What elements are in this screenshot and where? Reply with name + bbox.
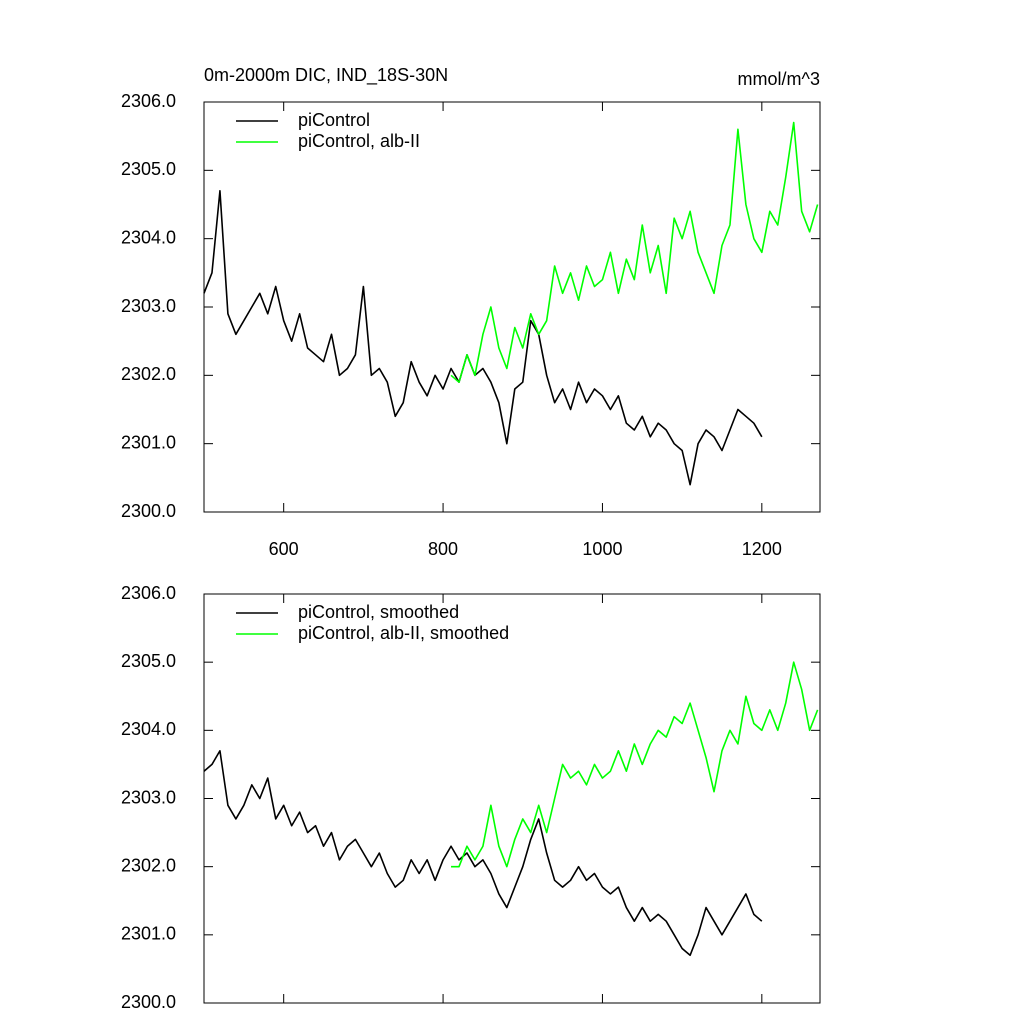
y-tick-label: 2305.0 (121, 651, 176, 671)
data-line (450, 121, 819, 383)
y-tick-label: 2306.0 (121, 91, 176, 111)
x-tick-label: 1200 (742, 539, 782, 559)
y-tick-label: 2301.0 (121, 924, 176, 944)
plot-frame (203, 101, 821, 513)
y-tick-label: 2301.0 (121, 432, 176, 452)
legend-label: piControl, alb-II, smoothed (298, 623, 509, 643)
y-tick-label: 2302.0 (121, 364, 176, 384)
plot-frame (203, 593, 821, 1004)
legend-label: piControl (298, 110, 370, 130)
y-tick-label: 2300.0 (121, 992, 176, 1012)
y-tick-label: 2304.0 (121, 227, 176, 247)
legend-label: piControl, alb-II (298, 131, 420, 151)
units-label: mmol/m^3 (738, 69, 820, 89)
x-tick-label: 800 (428, 539, 458, 559)
y-tick-label: 2300.0 (121, 501, 176, 521)
y-tick-label: 2305.0 (121, 159, 176, 179)
chart-title: 0m-2000m DIC, IND_18S-30N (204, 65, 448, 86)
x-tick-label: 600 (269, 539, 299, 559)
data-line (203, 190, 763, 486)
y-tick-label: 2304.0 (121, 719, 176, 739)
y-tick-label: 2302.0 (121, 855, 176, 875)
data-line (451, 661, 819, 868)
x-tick-label: 1000 (582, 539, 622, 559)
y-tick-label: 2303.0 (121, 787, 176, 807)
y-tick-label: 2306.0 (121, 583, 176, 603)
data-line (203, 749, 763, 957)
legend-label: piControl, smoothed (298, 602, 459, 622)
y-tick-label: 2303.0 (121, 296, 176, 316)
